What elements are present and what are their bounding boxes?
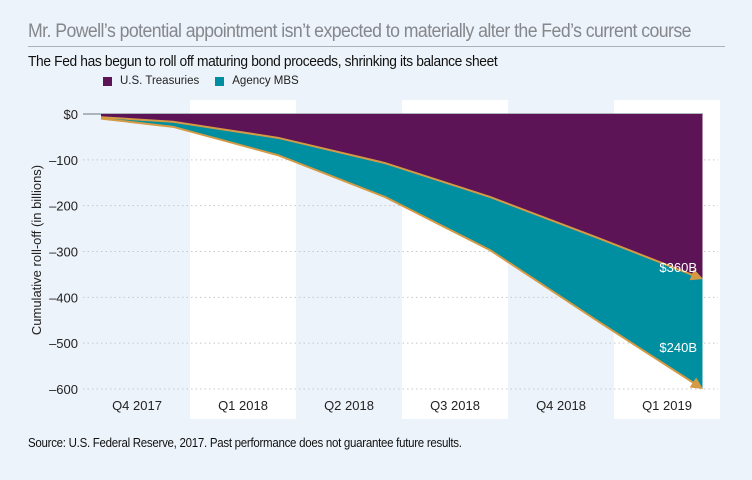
legend-item-treasuries: U.S. Treasuries	[103, 75, 199, 87]
y-tick-label: –100	[49, 153, 78, 168]
title-divider	[28, 46, 725, 47]
x-tick-label: Q1 2019	[642, 398, 692, 413]
area-treasuries	[101, 114, 703, 279]
chart-subtitle: The Fed has begun to roll off maturing b…	[28, 53, 498, 70]
area-agency-mbs	[101, 117, 703, 389]
annotations: $360B $240B	[659, 260, 697, 355]
chart-title: Mr. Powell’s potential appointment isn’t…	[28, 21, 691, 42]
annotation-treasuries: $360B	[659, 260, 697, 275]
treasuries-arrow-icon	[689, 269, 703, 281]
stripe-0	[84, 100, 190, 419]
y-tick-label: –500	[49, 336, 78, 351]
x-tick-label: Q4 2017	[112, 398, 162, 413]
x-axis-ticks: Q4 2017 Q1 2018 Q2 2018 Q3 2018 Q4 2018 Q1 20…	[112, 398, 692, 413]
x-tick-label: Q2 2018	[324, 398, 374, 413]
legend-item-agency-mbs: Agency MBS	[215, 75, 299, 87]
treasuries-line	[100, 116, 693, 276]
x-tick-label: Q1 2018	[218, 398, 268, 413]
y-axis-label: Cumulative roll-off (in billions)	[29, 165, 44, 335]
y-tick-label: –300	[49, 245, 78, 260]
legend-label-agency-mbs: Agency MBS	[232, 75, 299, 87]
annotation-agency-mbs: $240B	[659, 340, 697, 355]
y-tick-label: –600	[49, 382, 78, 397]
agency-mbs-arrow-icon	[689, 377, 703, 389]
y-axis-ticks: $0 –100 –200 –300 –400 –500 –600	[49, 107, 78, 397]
legend: U.S. Treasuries Agency MBS	[103, 75, 315, 87]
areas	[101, 114, 704, 389]
lines	[100, 116, 703, 389]
source-note: Source: U.S. Federal Reserve, 2017. Past…	[28, 436, 462, 450]
legend-label-treasuries: U.S. Treasuries	[120, 75, 200, 87]
agency-mbs-line	[100, 117, 694, 384]
legend-swatch-treasuries	[103, 76, 112, 86]
y-tick-label: –200	[49, 199, 78, 214]
y-tick-label: $0	[64, 107, 78, 122]
x-tick-label: Q4 2018	[536, 398, 586, 413]
x-tick-label: Q3 2018	[430, 398, 480, 413]
y-tick-label: –400	[49, 290, 78, 305]
legend-swatch-agency-mbs	[215, 76, 225, 86]
